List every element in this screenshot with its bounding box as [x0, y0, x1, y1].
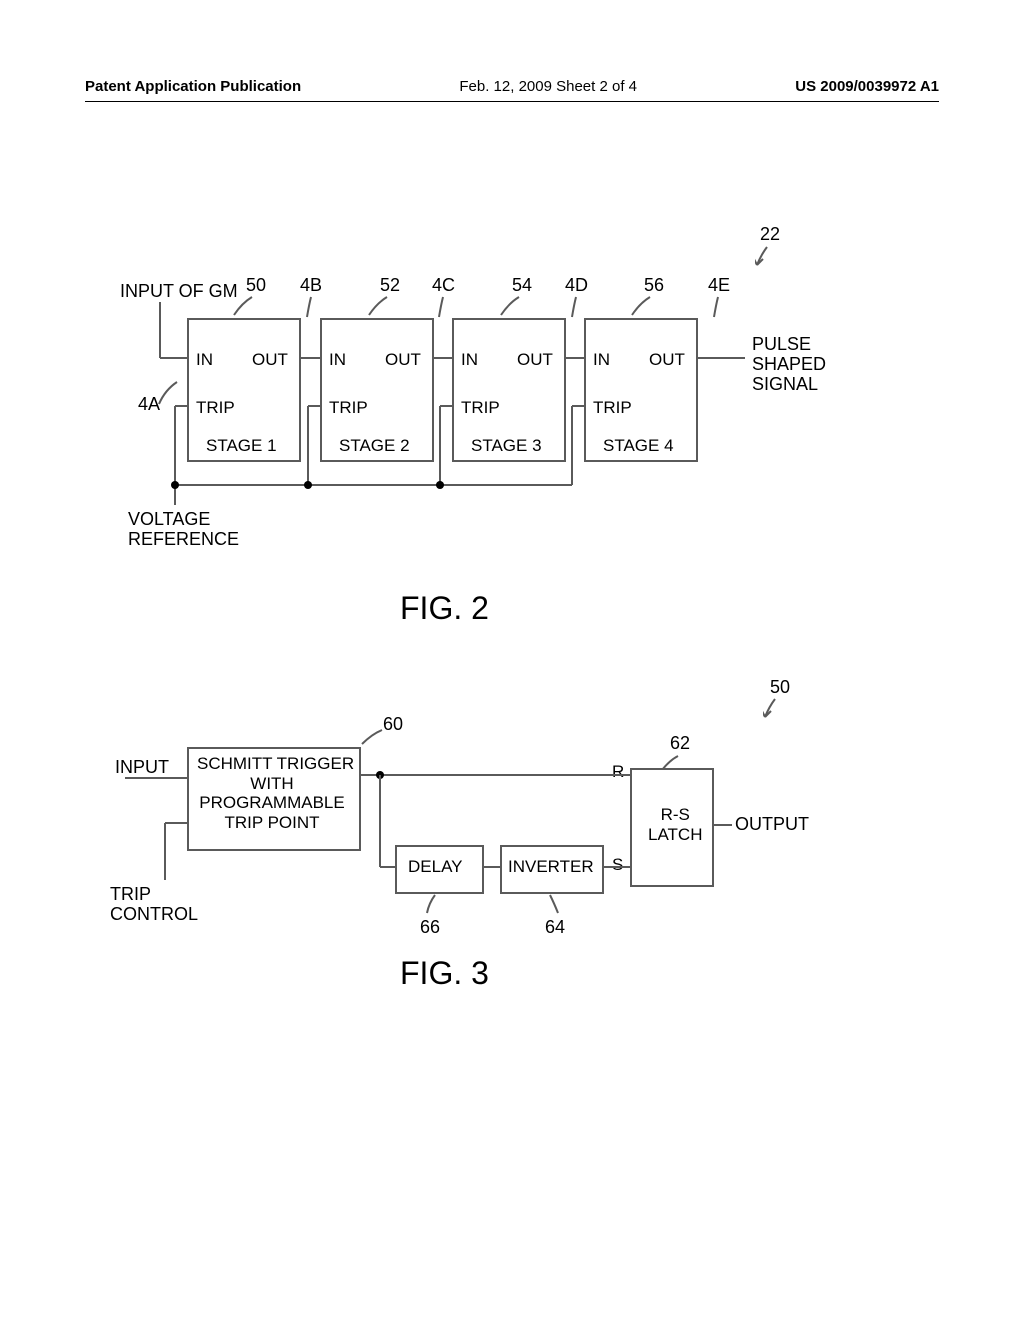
- fig2-conn-4b: 4B: [300, 276, 322, 296]
- fig2-vref-label: VOLTAGE REFERENCE: [128, 510, 239, 550]
- fig2-top-wires: [125, 300, 775, 370]
- fig2-ref-52: 52: [380, 276, 400, 296]
- fig3-wires: [110, 745, 770, 905]
- fig3-ref-50-leader: [763, 697, 793, 722]
- fig3-ref-50: 50: [770, 678, 790, 698]
- fig3-ref-66: 66: [420, 918, 440, 938]
- fig2-ref-54: 54: [512, 276, 532, 296]
- header-mid: Feb. 12, 2009 Sheet 2 of 4: [459, 78, 637, 95]
- fig2-title: FIG. 2: [400, 590, 489, 627]
- fig2-ref-50: 50: [246, 276, 266, 296]
- fig2-ref-22-leader: [755, 245, 785, 270]
- fig2-conn-4e: 4E: [708, 276, 730, 296]
- fig2-input-label: INPUT OF GM: [120, 282, 238, 302]
- header-right: US 2009/0039972 A1: [795, 78, 939, 95]
- fig2-conn-4d: 4D: [565, 276, 588, 296]
- fig2-output-label: PULSE SHAPED SIGNAL: [752, 335, 826, 394]
- fig2-trip-wires: [125, 400, 705, 525]
- fig2-ref-56: 56: [644, 276, 664, 296]
- header-left: Patent Application Publication: [85, 78, 301, 95]
- fig3-ref-64: 64: [545, 918, 565, 938]
- page-header: Patent Application Publication Feb. 12, …: [85, 78, 939, 102]
- fig3-title: FIG. 3: [400, 955, 489, 992]
- fig2-conn-4c: 4C: [432, 276, 455, 296]
- fig2-ref-22: 22: [760, 225, 780, 245]
